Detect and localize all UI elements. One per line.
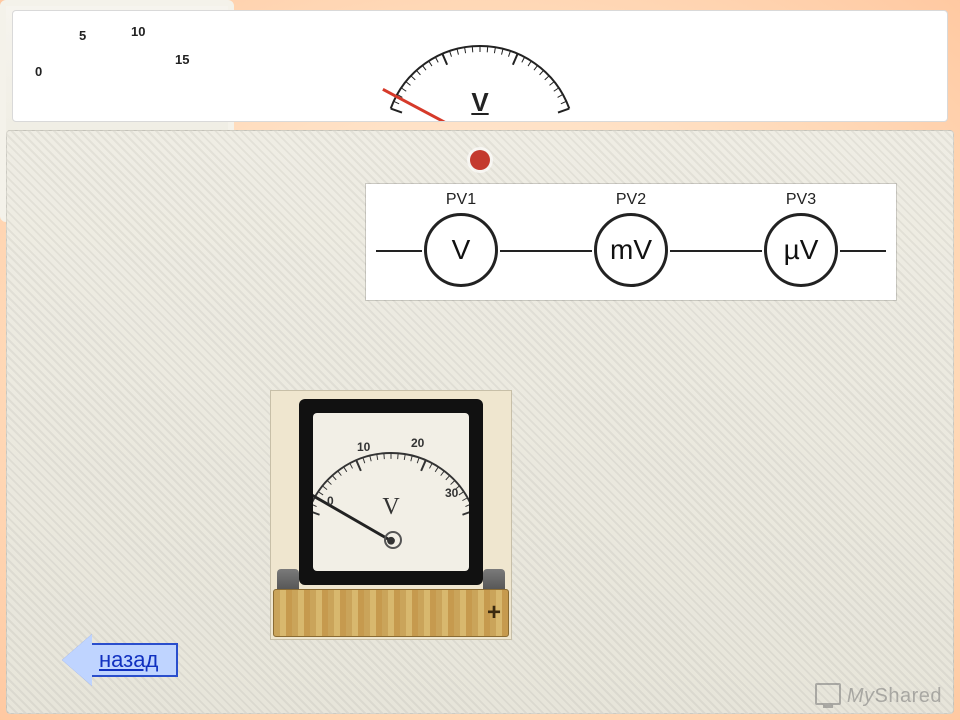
voltmeter-photo-2: 0 10 20 30 V +	[270, 390, 512, 640]
meter1-adjust-knob	[470, 150, 490, 170]
meter1-tick-10: 10	[131, 25, 145, 38]
pv2-symbol: mV	[594, 213, 668, 287]
watermark-text: Shared	[875, 685, 943, 707]
meter2-unit-label: V	[313, 495, 469, 519]
meter2-tick-10: 10	[357, 441, 370, 453]
back-button[interactable]: назад	[62, 634, 178, 686]
meter1-scale-window: 0 5 10 15 V	[12, 10, 948, 122]
meter2-plus-label: +	[487, 601, 501, 625]
meter1-tick-0: 0	[35, 65, 42, 78]
watermark-prefix: My	[847, 685, 875, 707]
meter1-tick-15: 15	[175, 53, 189, 66]
meter2-adjust-screw-icon	[384, 531, 402, 549]
back-arrow-icon	[62, 634, 92, 686]
schematic-pv3: PV3 µV	[716, 184, 886, 300]
schematic-row: PV1 V PV2 mV PV3 µV	[366, 184, 896, 300]
watermark-screen-icon	[815, 683, 841, 705]
voltmeter-schematic-symbols: PV1 V PV2 mV PV3 µV	[366, 184, 896, 300]
pv1-label: PV1	[446, 192, 476, 208]
pv2-label: PV2	[616, 192, 646, 208]
meter1-unit-label: V	[13, 89, 947, 115]
watermark: MyShared	[815, 683, 942, 706]
back-button-label: назад	[91, 643, 178, 677]
meter1-tick-5: 5	[79, 29, 86, 42]
meter2-frame: 0 10 20 30 V	[299, 399, 483, 585]
pv3-symbol: µV	[764, 213, 838, 287]
meter2-wood-base	[273, 589, 509, 637]
schematic-pv2: PV2 mV	[546, 184, 716, 300]
pv1-symbol: V	[424, 213, 498, 287]
meter2-tick-20: 20	[411, 437, 424, 449]
voltmeter-photo-1: 0 5 10 15 V	[0, 0, 234, 222]
meter2-face: 0 10 20 30 V	[313, 413, 469, 571]
slide: Вольтметр 0 5 10 15 V PV1 V	[0, 0, 960, 720]
schematic-pv1: PV1 V	[376, 184, 546, 300]
pv3-label: PV3	[786, 192, 816, 208]
